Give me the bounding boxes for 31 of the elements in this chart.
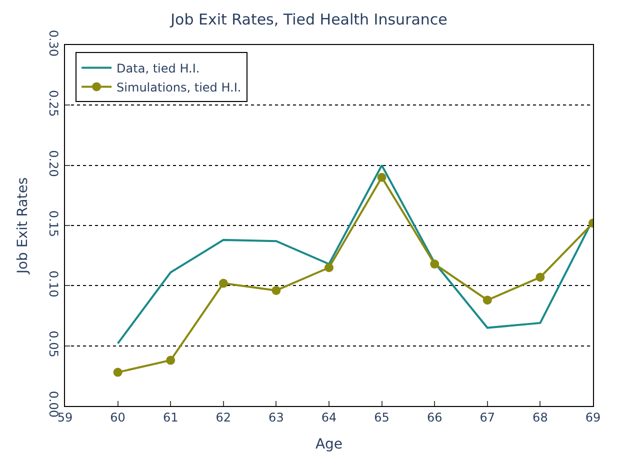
- y-tick-label: 0.15: [46, 210, 61, 238]
- x-tick-label: 69: [585, 410, 601, 424]
- point: [272, 286, 281, 295]
- x-tick-label: 64: [321, 410, 337, 424]
- point: [166, 356, 176, 365]
- y-tick-label: 0.30: [46, 30, 61, 57]
- x-tick-label: 59: [57, 410, 73, 424]
- chart-title: Job Exit Rates, Tied Health Insurance: [170, 10, 448, 28]
- point: [324, 263, 334, 272]
- x-tick-label: 60: [110, 410, 126, 424]
- x-tick-label: 63: [268, 410, 284, 424]
- point: [113, 368, 122, 377]
- point: [482, 296, 492, 305]
- point: [377, 172, 386, 182]
- point: [430, 260, 440, 269]
- y-tick-label: 0.05: [46, 330, 61, 358]
- x-tick-label: 65: [374, 410, 390, 424]
- y-axis-title: Job Exit Rates: [15, 177, 32, 275]
- legend-label: Data, tied H.I.: [116, 61, 200, 76]
- point: [218, 278, 228, 288]
- x-axis-title: Age: [315, 436, 343, 453]
- y-tick-label: 0.25: [46, 90, 61, 117]
- y-tick-label: 0.20: [46, 150, 61, 177]
- point: [536, 272, 545, 282]
- x-tick-label: 66: [426, 410, 442, 424]
- x-tick-label: 68: [532, 410, 548, 424]
- legend-label: Simulations, tied H.I.: [116, 80, 242, 94]
- y-tick-label: 0.10: [46, 270, 61, 298]
- x-tick-label: 61: [162, 410, 178, 424]
- x-tick-label: 62: [216, 410, 232, 424]
- x-tick-label: 67: [480, 410, 496, 424]
